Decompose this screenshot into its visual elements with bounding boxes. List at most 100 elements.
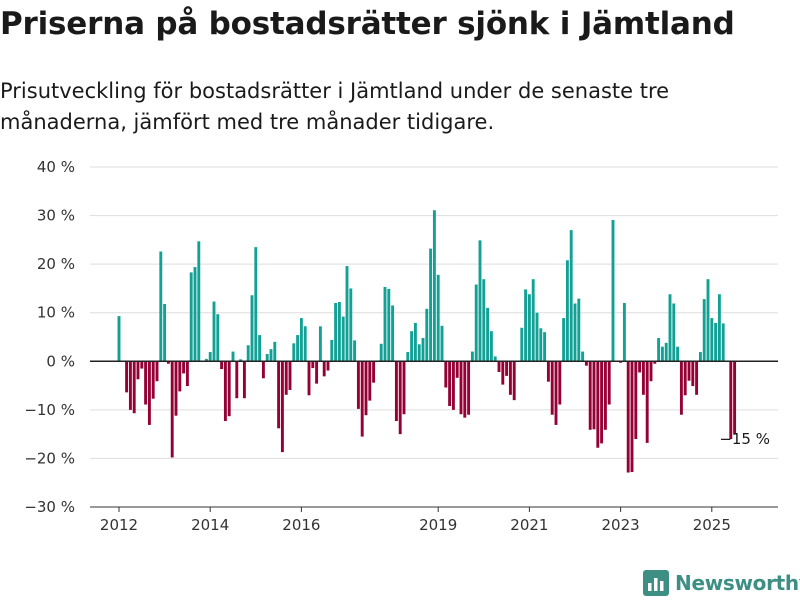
bar [242,361,246,399]
bar [546,361,550,382]
bar [364,361,368,416]
bar [721,323,725,362]
x-axis-ticks: 2012 2014 2016 2019 2021 2023 2025 [100,507,731,534]
bar [280,361,284,453]
y-tick-label: −30 % [24,498,75,516]
chart-title: Priserna på bostadsrätter sjönk i Jämtla… [0,6,735,42]
bar [140,361,144,369]
bar [630,361,634,473]
bar [136,361,140,380]
bar [421,337,425,362]
bar [444,361,448,388]
newsworthy-logo: Newsworthy [643,568,800,598]
bar [383,286,387,362]
bar [432,210,436,362]
bar [223,361,227,422]
bar [592,361,596,430]
bar [254,247,258,362]
bar [714,322,718,362]
last-value-label: −15 % [719,430,770,448]
bar [182,361,186,374]
bar [406,352,410,362]
bar [664,342,668,362]
bar [178,361,182,392]
bar [440,325,444,362]
bar [729,361,733,439]
bar [208,352,212,362]
bar [250,295,254,362]
bar [451,361,455,410]
bar [558,361,562,405]
bar [638,361,642,373]
bar [311,361,315,369]
bar [512,361,516,401]
bar [600,361,604,444]
bar [318,326,322,362]
bar [413,322,417,362]
bar-chart: 40 %30 %20 %10 %0 %−10 %−20 %−30 % 2012 2… [24,158,778,534]
y-tick-label: 10 % [37,304,75,322]
x-tick-label: 2014 [191,516,229,534]
bar [554,361,558,425]
bar [398,361,402,435]
bar [132,361,136,414]
bar [307,361,311,396]
bar [573,303,577,362]
bar [683,361,687,396]
bar [470,351,474,362]
bar [239,359,243,362]
bar [155,361,159,382]
bar [489,331,493,362]
bar [535,312,539,362]
bar [622,303,626,362]
bar [296,335,300,362]
bar [467,361,471,415]
bar [246,345,250,362]
bar [117,316,121,362]
bar [626,361,630,473]
annotations: −15 % [719,430,770,448]
bar [341,316,345,362]
bar [588,361,592,430]
bar [672,303,676,362]
bar [410,331,414,362]
bar [379,343,383,362]
bar [565,260,569,362]
x-tick-label: 2021 [510,516,548,534]
bar [691,361,695,387]
bar [166,361,170,364]
bar [330,339,334,362]
bar [698,352,702,362]
bar [653,361,657,364]
bar [163,303,167,362]
bar [189,272,193,362]
bar [550,361,554,415]
bar [657,337,661,362]
bar [368,361,372,401]
bar [147,361,151,425]
bar [710,318,714,362]
bar [717,294,721,362]
bar [611,219,615,362]
bar [524,289,528,362]
bar [144,361,148,405]
bar [679,361,683,415]
bar [687,361,691,381]
bar [706,279,710,362]
bar [349,288,353,362]
bar [216,314,220,362]
brand-name: Newsworthy [675,571,800,595]
bar [569,230,573,362]
bar [429,248,433,362]
bar [356,361,360,409]
y-tick-label: 30 % [37,207,75,225]
bar [174,361,178,416]
bar [353,340,357,362]
bar [649,361,653,382]
bar [531,279,535,362]
bar [197,241,201,362]
bar [482,279,486,362]
bar [231,351,235,362]
bar [185,361,189,387]
bar [265,354,269,362]
